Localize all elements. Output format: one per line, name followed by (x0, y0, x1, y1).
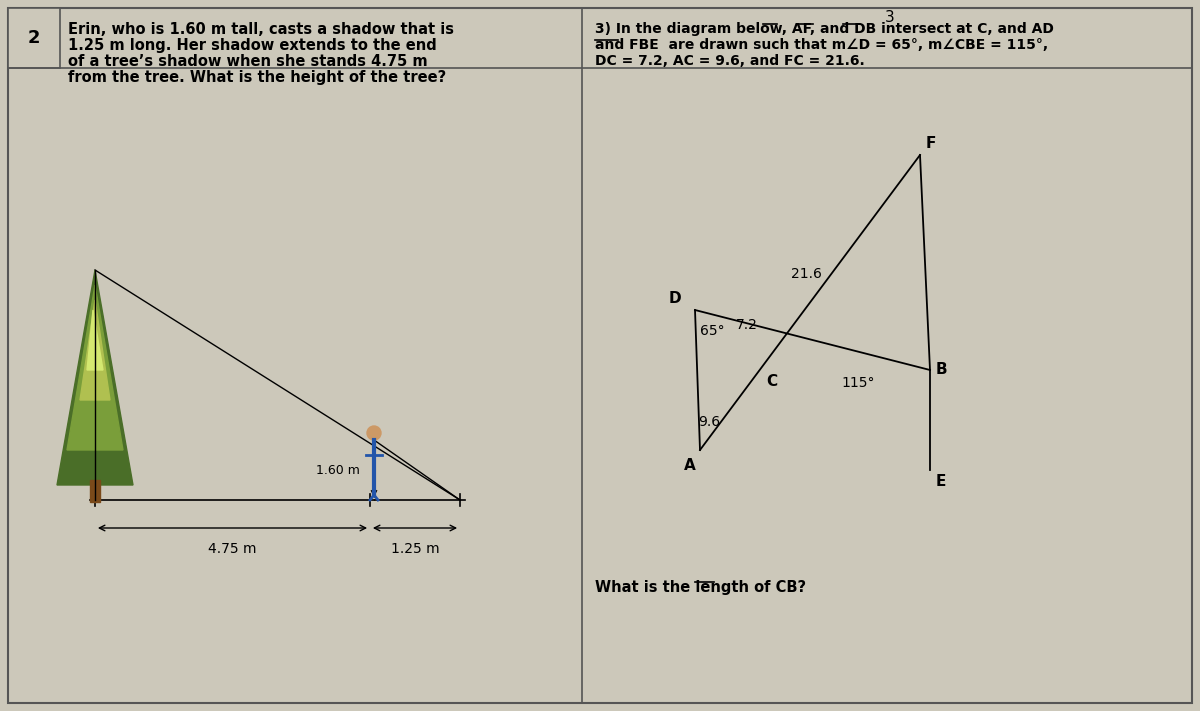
Text: 1.60 m: 1.60 m (316, 464, 360, 476)
Polygon shape (67, 285, 124, 450)
Text: Erin, who is 1.60 m tall, casts a shadow that is: Erin, who is 1.60 m tall, casts a shadow… (68, 22, 454, 37)
Text: 115°: 115° (841, 376, 875, 390)
Text: 2: 2 (28, 29, 41, 47)
Bar (8, 8, 60, 68)
Text: B: B (936, 363, 948, 378)
Text: 7.2: 7.2 (736, 318, 757, 332)
Circle shape (367, 426, 382, 440)
Text: 9.6: 9.6 (698, 415, 720, 429)
Text: C: C (766, 374, 778, 389)
Polygon shape (80, 300, 110, 400)
Text: DC = 7.2, AC = 9.6, and FC = 21.6.: DC = 7.2, AC = 9.6, and FC = 21.6. (595, 54, 865, 68)
Text: 3: 3 (886, 11, 895, 26)
Text: F: F (926, 136, 936, 151)
Text: and FBE  are drawn such that m∠D = 65°, m∠CBE = 115°,: and FBE are drawn such that m∠D = 65°, m… (595, 38, 1048, 52)
Bar (90, 480, 100, 502)
Text: 65°: 65° (700, 324, 725, 338)
Text: What is the length of CB?: What is the length of CB? (595, 580, 806, 595)
Text: D: D (668, 291, 682, 306)
Text: of a tree’s shadow when she stands 4.75 m: of a tree’s shadow when she stands 4.75 … (68, 54, 427, 69)
Polygon shape (58, 270, 133, 485)
Text: 1.25 m long. Her shadow extends to the end: 1.25 m long. Her shadow extends to the e… (68, 38, 437, 53)
Text: A: A (684, 458, 696, 473)
Text: 4.75 m: 4.75 m (209, 542, 257, 556)
Text: E: E (936, 474, 947, 489)
Text: 21.6: 21.6 (791, 267, 822, 282)
Text: 3) In the diagram below, AF, and DB intersect at C, and AD: 3) In the diagram below, AF, and DB inte… (595, 22, 1054, 36)
Text: from the tree. What is the height of the tree?: from the tree. What is the height of the… (68, 70, 446, 85)
Polygon shape (88, 310, 103, 370)
Text: 1.25 m: 1.25 m (391, 542, 439, 556)
